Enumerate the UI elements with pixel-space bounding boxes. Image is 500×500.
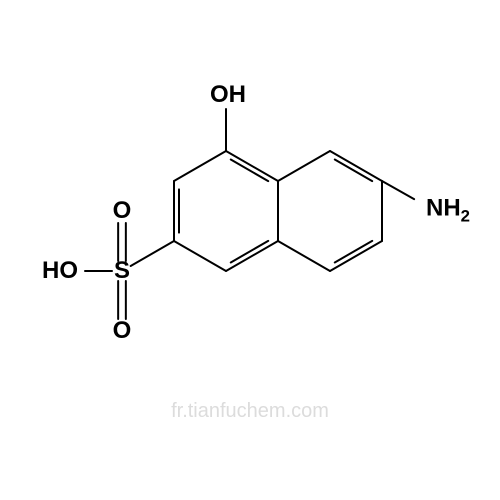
atom-label-oh: OH <box>210 83 246 107</box>
nh-text: NH <box>426 195 461 222</box>
nh2-subscript: 2 <box>461 207 470 226</box>
atom-label-nh2: NH2 <box>426 197 470 226</box>
molecule-canvas: S O O HO OH NH2 fr.tianfuchem.com <box>0 0 500 500</box>
atom-label-ho: HO <box>42 259 78 283</box>
atom-label-o2: O <box>113 319 132 343</box>
bond-layer <box>0 0 500 500</box>
atom-label-o1: O <box>113 199 132 223</box>
atom-label-s: S <box>114 259 130 283</box>
